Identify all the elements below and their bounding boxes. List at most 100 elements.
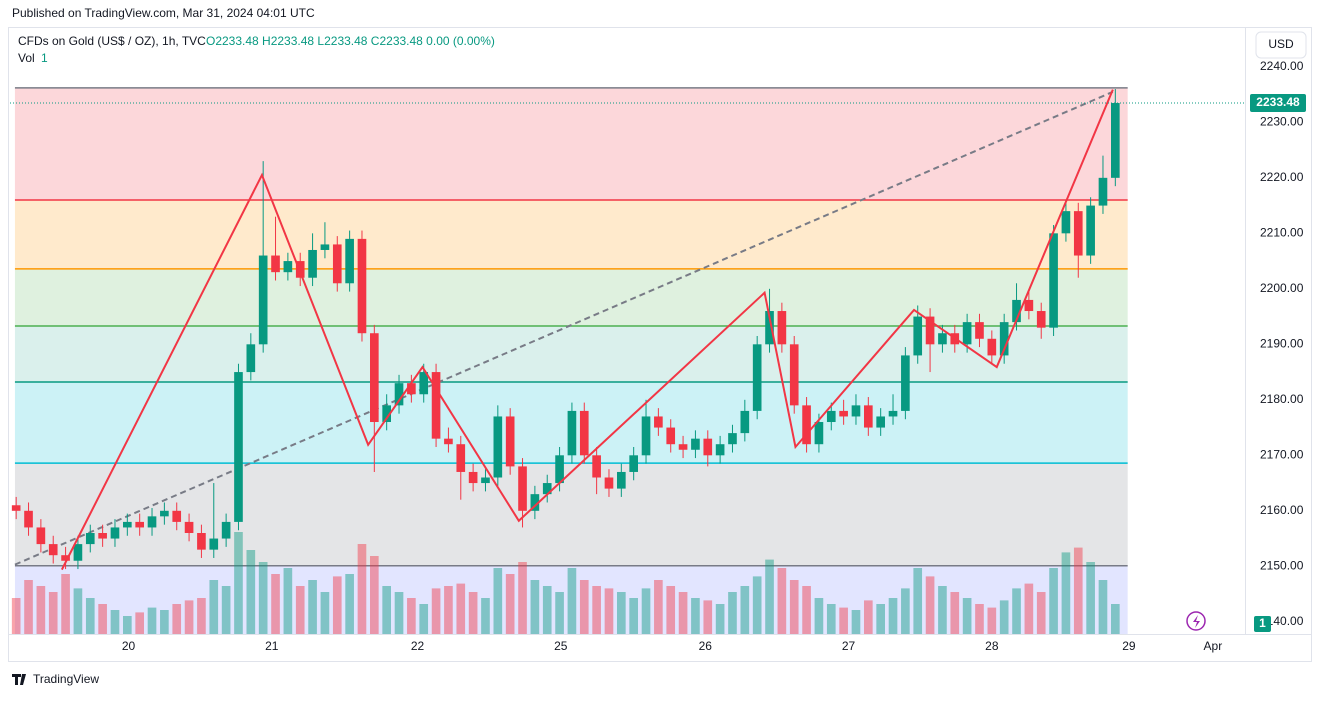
volume-bar — [468, 592, 478, 634]
candle-body — [913, 316, 923, 356]
candle-body — [172, 510, 182, 522]
brand: TradingView — [33, 672, 99, 686]
candle-body — [73, 544, 83, 561]
candle-body — [283, 261, 293, 273]
candle-body — [678, 444, 688, 450]
candle-body — [295, 261, 305, 278]
volume-bar — [913, 568, 923, 634]
volume-bar — [61, 574, 70, 634]
candle-body — [641, 416, 651, 456]
volume-bar — [505, 574, 515, 634]
volume-bar — [357, 544, 367, 634]
candle-body — [1073, 211, 1083, 256]
candle-body — [542, 483, 552, 495]
candle-body — [1086, 205, 1095, 256]
x-tick-label: 21 — [265, 639, 279, 653]
volume-bar — [394, 592, 404, 634]
x-tick-label: 20 — [122, 639, 136, 653]
volume-bar — [73, 588, 83, 634]
x-tick-label: 27 — [842, 639, 856, 653]
candle-body — [962, 322, 972, 345]
volume-bar — [481, 598, 490, 634]
volume-bar — [518, 562, 527, 634]
candle-body — [419, 372, 429, 395]
candle-body — [1036, 311, 1046, 328]
y-tick-label: 2240.00 — [1260, 59, 1304, 73]
candle-body — [715, 444, 725, 456]
candle-body — [98, 533, 107, 539]
volume-bar — [542, 586, 552, 634]
candle-body — [456, 444, 466, 472]
volume-bar — [48, 592, 58, 634]
x-tick-label: 25 — [554, 639, 568, 653]
volume-bar — [407, 598, 416, 634]
candle-body — [110, 527, 120, 539]
zigzag-line — [60, 89, 1114, 571]
candle-body — [567, 410, 577, 456]
volume-bar — [802, 586, 811, 634]
volume-bar — [1036, 592, 1046, 634]
volume-bar — [370, 556, 379, 634]
volume-bar — [1012, 588, 1021, 634]
candle-body — [370, 333, 379, 423]
candle-body — [1024, 299, 1034, 312]
volume-bar — [419, 604, 429, 634]
volume-bar — [234, 532, 243, 634]
candle-body — [444, 438, 453, 445]
candle-body — [234, 372, 243, 522]
candle-body — [752, 344, 762, 411]
volume-bar — [728, 592, 737, 634]
volume-bar — [283, 568, 293, 634]
candle-body — [518, 466, 527, 511]
alert-icon[interactable] — [1186, 611, 1206, 631]
candle-body — [901, 355, 910, 411]
vol-value: 1 — [41, 51, 48, 65]
y-tick-label: 2210.00 — [1260, 226, 1304, 240]
y-tick-label: 2180.00 — [1260, 392, 1304, 406]
volume-bar — [135, 612, 144, 634]
candle-body — [938, 333, 947, 345]
candle-body — [481, 477, 490, 484]
candle-body — [1111, 103, 1120, 178]
logo — [12, 674, 26, 685]
volume-bar — [629, 598, 638, 634]
candle-body — [36, 527, 46, 545]
plot — [10, 87, 1245, 634]
volume-bar — [258, 562, 268, 634]
currency-button[interactable] — [1255, 31, 1307, 59]
candle-body — [888, 410, 898, 417]
candle-body — [61, 555, 70, 561]
symbol: CFDs on Gold (US$ / OZ), 1h, TVC — [18, 34, 206, 48]
volume-bar — [567, 568, 577, 634]
candle-body — [864, 405, 873, 428]
volume-bar — [530, 580, 540, 634]
y-tick-label: 2230.00 — [1260, 115, 1304, 129]
volume-bar — [617, 592, 626, 634]
volume-bar — [110, 610, 120, 634]
y-tick-label: 2170.00 — [1260, 447, 1304, 461]
volume-bar — [691, 598, 700, 634]
y-tick-label: 2190.00 — [1260, 336, 1304, 350]
volume-bar — [715, 604, 725, 634]
volume-bar — [221, 586, 231, 634]
currency[interactable]: USD — [1268, 37, 1294, 51]
volume-bar — [864, 600, 873, 634]
candle-body — [851, 405, 861, 417]
volume-bar — [654, 580, 663, 634]
volume-bar — [962, 598, 972, 634]
y-tick-label: 2160.00 — [1260, 503, 1304, 517]
ohlc: O2233.48 H2233.48 L2233.48 C2233.48 0.00… — [206, 34, 495, 48]
volume-bar — [320, 592, 330, 634]
volume-bar — [777, 568, 787, 634]
volume-bar — [444, 586, 453, 634]
volume-bar — [332, 576, 342, 634]
volume-bar — [641, 588, 651, 634]
candle-body — [382, 405, 391, 423]
volume-bar — [1061, 552, 1071, 634]
x-tick-label: 22 — [411, 639, 425, 653]
volume-bar — [579, 580, 589, 634]
volume-bar — [765, 559, 774, 634]
vol-label: Vol — [18, 51, 35, 65]
